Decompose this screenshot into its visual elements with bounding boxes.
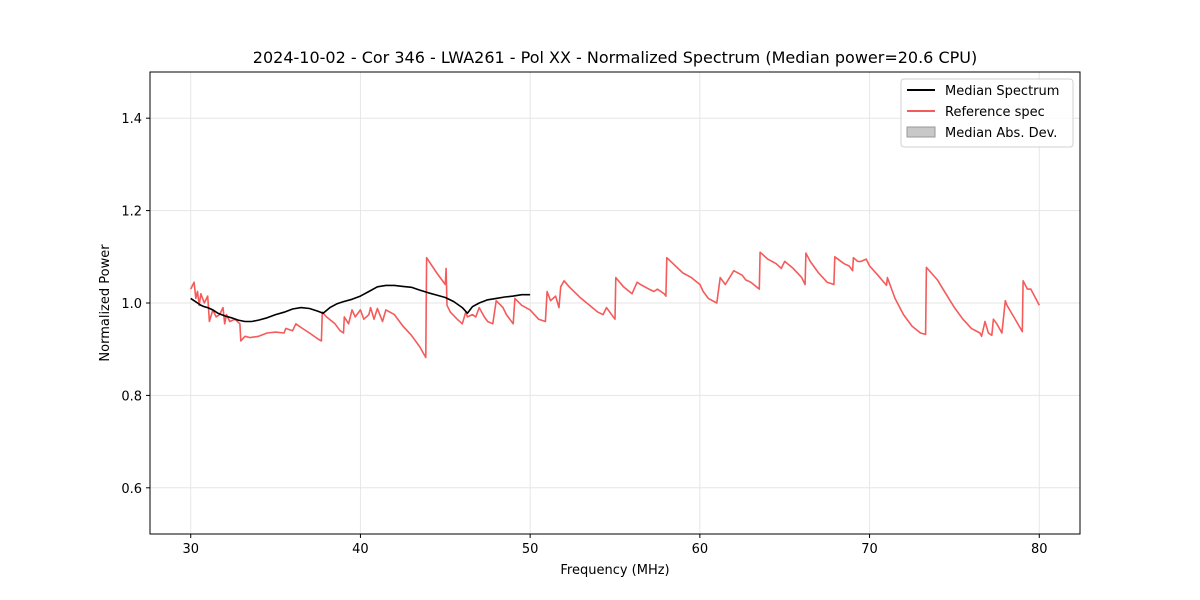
reference-spec-line xyxy=(189,251,1041,359)
x-tick-label: 30 xyxy=(182,542,199,557)
y-tick-label: 1.0 xyxy=(121,297,142,312)
y-axis-label: Normalized Power xyxy=(98,244,113,362)
y-tick-label: 1.2 xyxy=(121,205,142,220)
legend-label-median-spectrum: Median Spectrum xyxy=(945,84,1059,99)
legend-label-reference-spec: Reference spec xyxy=(945,105,1045,120)
x-tick-label: 70 xyxy=(861,542,878,557)
legend: Median Spectrum Reference spec Median Ab… xyxy=(900,78,1074,148)
x-axis-label: Frequency (MHz) xyxy=(560,563,669,578)
y-tick-label: 0.8 xyxy=(121,389,142,404)
ticks: 30 40 50 60 70 80 0.6 0.8 1.0 1.2 1.4 xyxy=(121,112,1047,557)
x-tick-label: 40 xyxy=(352,542,369,557)
legend-box xyxy=(900,78,1074,148)
y-tick-label: 0.6 xyxy=(121,482,142,497)
x-tick-label: 50 xyxy=(522,542,539,557)
x-tick-label: 80 xyxy=(1031,542,1048,557)
chart-title: 2024-10-02 - Cor 346 - LWA261 - Pol XX -… xyxy=(253,48,977,67)
legend-label-median-abs-dev: Median Abs. Dev. xyxy=(945,126,1057,141)
x-tick-label: 60 xyxy=(692,542,709,557)
y-tick-label: 1.4 xyxy=(121,112,142,127)
series-layer xyxy=(189,251,1041,359)
legend-swatch-median-abs-dev xyxy=(906,126,936,138)
median-spectrum-line xyxy=(190,284,531,323)
